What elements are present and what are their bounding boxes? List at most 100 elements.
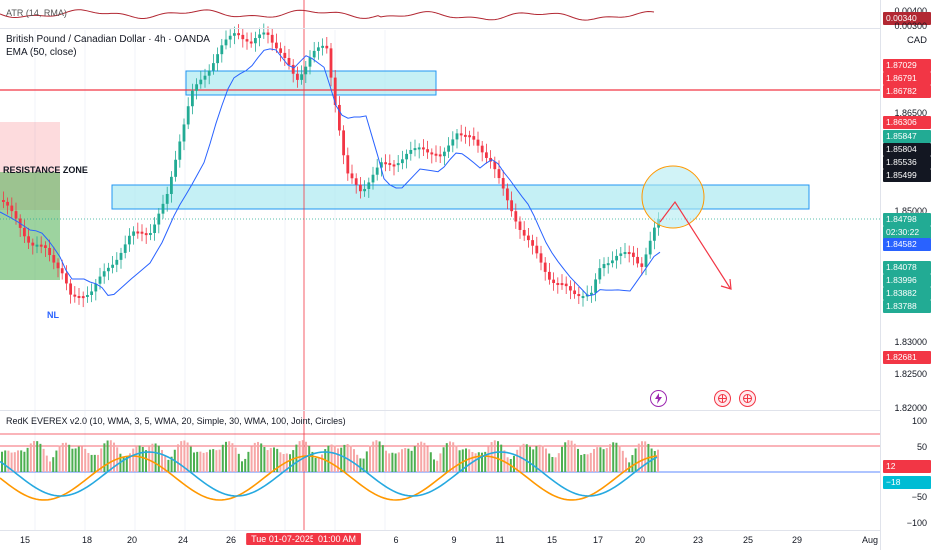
osc-bar: [68, 444, 71, 472]
osc-bar: [225, 441, 227, 472]
candle-body: [73, 294, 77, 297]
candle-body: [170, 176, 173, 194]
osc-bar: [391, 452, 394, 472]
candle-body: [153, 224, 156, 234]
symbol-legend[interactable]: British Pound / Canadian Dollar · 4h · O…: [6, 34, 210, 45]
osc-bar: [157, 445, 160, 472]
ema-legend[interactable]: EMA (50, close): [6, 47, 77, 58]
osc-bar: [369, 445, 371, 472]
candle-body: [245, 39, 249, 42]
osc-bar: [97, 454, 99, 472]
candle-body: [140, 231, 144, 234]
osc-bar: [61, 442, 64, 472]
candle-body: [35, 244, 39, 247]
currency-label[interactable]: CAD: [906, 35, 927, 46]
osc-bar: [557, 453, 560, 472]
candle-body: [476, 139, 480, 146]
osc-bar: [164, 456, 167, 472]
osc-tag: −18: [883, 476, 931, 489]
osc-bar: [125, 456, 128, 472]
osc-bar: [221, 444, 224, 472]
candle-body: [14, 211, 18, 219]
time-scale[interactable]: 15 18 20 24 26 Tue 01-07-2025 01:00 AM 6 9 11 15 17…: [0, 530, 880, 551]
lightning-icon[interactable]: [650, 390, 667, 407]
osc-bar: [183, 440, 186, 472]
osc-bar: [52, 457, 55, 472]
candle-body: [367, 182, 371, 189]
osc-fast-line: [0, 451, 658, 497]
osc-bar: [567, 440, 570, 472]
candle-body: [254, 38, 257, 44]
candle-body: [573, 290, 576, 295]
osc-bar: [621, 450, 624, 472]
candle-body: [321, 45, 324, 48]
candle-body: [56, 262, 60, 269]
price-chart[interactable]: [0, 0, 880, 530]
price-tick: 1.82000: [894, 403, 927, 413]
candle-body: [6, 201, 9, 206]
projection-arrow: [659, 200, 731, 289]
osc-bar: [449, 441, 451, 472]
atr-value-tag: 0.00340: [883, 12, 931, 25]
candle-body: [644, 254, 648, 267]
atr-legend[interactable]: ATR (14, RMA): [6, 8, 67, 18]
osc-bar: [253, 442, 256, 472]
candle-body: [401, 159, 404, 164]
candle-body: [417, 147, 421, 150]
candle-body: [165, 193, 169, 204]
candle-body: [590, 292, 593, 295]
osc-bar: [474, 453, 477, 472]
osc-bar: [532, 449, 535, 472]
candle-body: [44, 245, 47, 248]
candle-body: [451, 139, 455, 146]
osc-legend[interactable]: RedK EVEREX v2.0 (10, WMA, 3, 5, WMA, 20…: [6, 416, 346, 426]
candle-body: [249, 41, 253, 44]
candle-body: [363, 188, 366, 192]
atr-bottom-tick: 0.00300: [894, 21, 927, 31]
osc-bar: [433, 459, 435, 472]
candle-body: [178, 141, 182, 160]
osc-bar: [586, 454, 589, 472]
osc-bar: [129, 453, 131, 472]
projection-arrowhead: [720, 278, 732, 290]
time-label: 25: [742, 535, 754, 545]
osc-tick: 50: [916, 442, 927, 452]
candle-body: [128, 235, 131, 245]
price-tag: 1.83882: [883, 287, 931, 300]
atr-line: [0, 9, 655, 21]
time-label: Tue 01-07-2025: [246, 533, 320, 545]
candle-body: [552, 279, 555, 284]
osc-bar: [202, 452, 205, 472]
candle-body: [506, 188, 509, 201]
osc-bar: [589, 452, 592, 472]
atr-top-tick: 0.00400: [894, 6, 927, 16]
candle-body: [632, 252, 635, 257]
price-tick: 1.82500: [894, 369, 927, 379]
osc-bar: [135, 445, 138, 472]
candle-body: [468, 135, 471, 138]
candle-body: [279, 48, 282, 53]
price-tick: 1.86500: [894, 108, 927, 118]
candle-body: [548, 271, 551, 280]
osc-bar: [426, 446, 429, 472]
price-scale[interactable]: 0.00400 0.00340 0.00300 CAD 1.86500 1.850…: [880, 0, 932, 550]
osc-bar: [186, 442, 189, 472]
candle-body: [594, 279, 597, 293]
osc-bar: [257, 441, 259, 472]
candle-body: [350, 173, 354, 179]
osc-bar: [538, 444, 541, 472]
economic-event-flag-icon[interactable]: [714, 390, 731, 407]
candle-body: [392, 164, 396, 167]
osc-bar: [372, 441, 375, 472]
osc-bar: [455, 445, 458, 472]
candle-body: [23, 227, 26, 237]
osc-bar: [276, 448, 279, 472]
economic-event-flag-icon-2[interactable]: [739, 390, 756, 407]
time-label: 15: [19, 535, 31, 545]
candle-body: [359, 184, 362, 192]
candle-body: [161, 203, 165, 214]
price-tag: 02:30:22: [883, 226, 931, 239]
osc-bar: [81, 446, 83, 472]
candle-body: [296, 73, 299, 80]
candle-body: [212, 63, 215, 71]
